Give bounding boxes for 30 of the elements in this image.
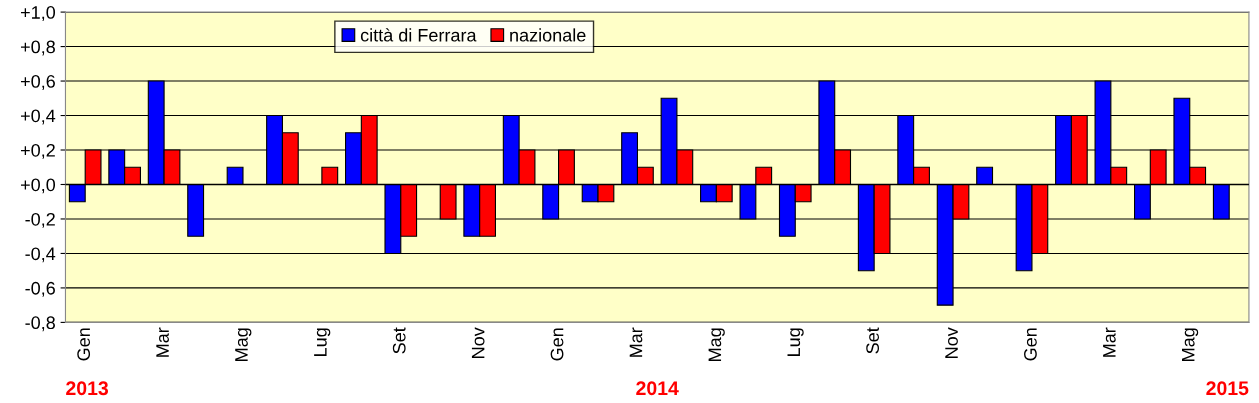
x-tick-label: Gen — [550, 328, 564, 361]
x-tick-label: Lug — [314, 328, 331, 356]
y-tick-label: -0,2 — [25, 212, 55, 228]
text: 2015 — [1206, 381, 1249, 396]
y-tick-label: +0,6 — [20, 74, 55, 90]
x-tick-label: Mar — [156, 327, 169, 357]
text: 2013 — [66, 381, 109, 396]
legend-label: città di Ferrara — [360, 28, 477, 42]
x-tick-label: Nov — [471, 327, 485, 358]
y-tick-label: -0,8 — [25, 316, 55, 332]
y-tick-label: +1,0 — [20, 6, 56, 21]
x-tick-label: Mag — [1182, 328, 1199, 361]
x-tick-label: Mar — [629, 327, 643, 357]
y-tick-label: +0,4 — [20, 109, 56, 125]
x-tick-label: Mar — [1103, 327, 1116, 357]
y-tick-label: +0,8 — [20, 40, 55, 56]
x-tick-label: Set — [392, 327, 406, 354]
x-tick-label: Set — [866, 327, 880, 354]
x-tick-label: Nov — [945, 327, 958, 358]
text: 2014 — [636, 381, 679, 396]
y-tick-label: -0,6 — [25, 281, 55, 297]
y-tick-label: -0,4 — [25, 247, 56, 263]
x-tick-label: Gen — [1024, 328, 1037, 361]
y-tick-label: +0,0 — [20, 178, 56, 194]
x-tick-label: Mag — [235, 328, 252, 361]
y-tick-label: +0,2 — [20, 143, 55, 159]
x-tick-label: Gen — [77, 328, 91, 361]
x-tick-label: Mag — [708, 328, 725, 361]
x-tick-label: Lug — [787, 328, 804, 356]
legend-label: nazionale — [510, 28, 586, 42]
